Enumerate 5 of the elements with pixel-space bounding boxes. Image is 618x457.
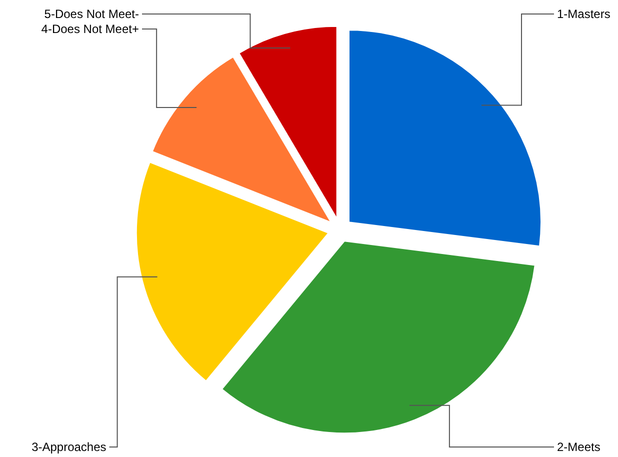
slice-label: 3-Approaches — [32, 440, 106, 454]
slice-label: 4-Does Not Meet+ — [41, 22, 139, 36]
slice-label: 1-Masters — [557, 7, 610, 21]
slice-label: 5-Does Not Meet- — [44, 7, 139, 21]
slice-label: 2-Meets — [557, 440, 600, 454]
